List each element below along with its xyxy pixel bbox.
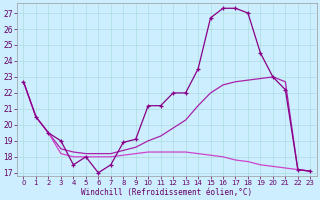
X-axis label: Windchill (Refroidissement éolien,°C): Windchill (Refroidissement éolien,°C) [81,188,252,197]
